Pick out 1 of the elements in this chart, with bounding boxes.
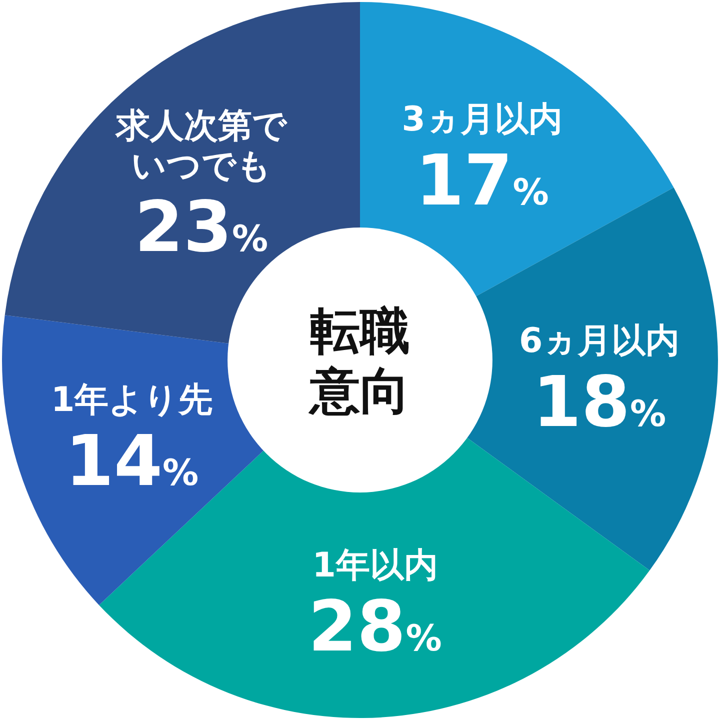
title: 転職意向 xyxy=(310,302,410,420)
